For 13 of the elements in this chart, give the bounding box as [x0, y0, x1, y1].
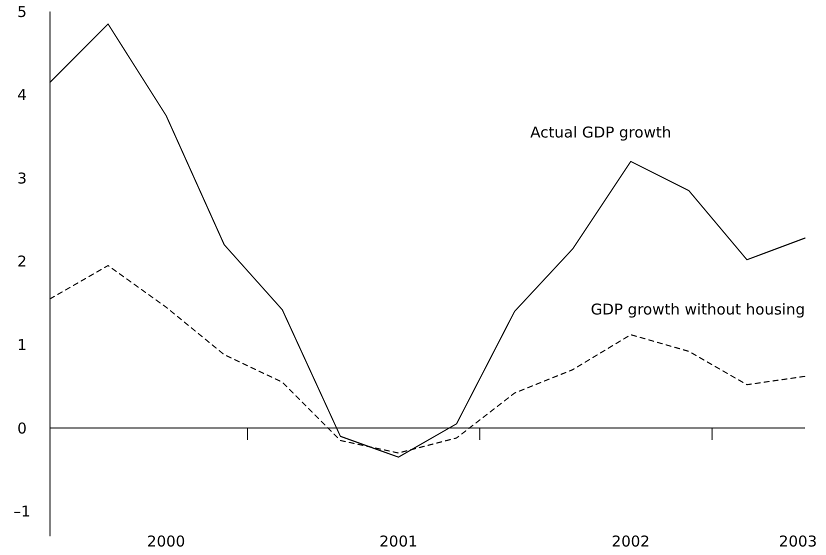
- x-tick-label: 2001: [379, 532, 418, 550]
- x-tick-label: 2002: [612, 532, 650, 550]
- x-tick-label: 2000: [147, 532, 186, 550]
- y-tick-label: 2: [17, 252, 27, 271]
- text: Actual GDP growth: [530, 123, 672, 142]
- y-tick-label: 0: [17, 419, 27, 438]
- x-tick-label: 2003: [778, 532, 818, 550]
- text: GDP growth without housing: [590, 300, 805, 318]
- y-tick-label: 1: [17, 336, 27, 354]
- y-tick-label: 5: [17, 2, 27, 21]
- y-tick-label: 3: [17, 169, 27, 188]
- y-tick-label: –1: [13, 502, 31, 521]
- y-tick-label: 4: [17, 86, 27, 104]
